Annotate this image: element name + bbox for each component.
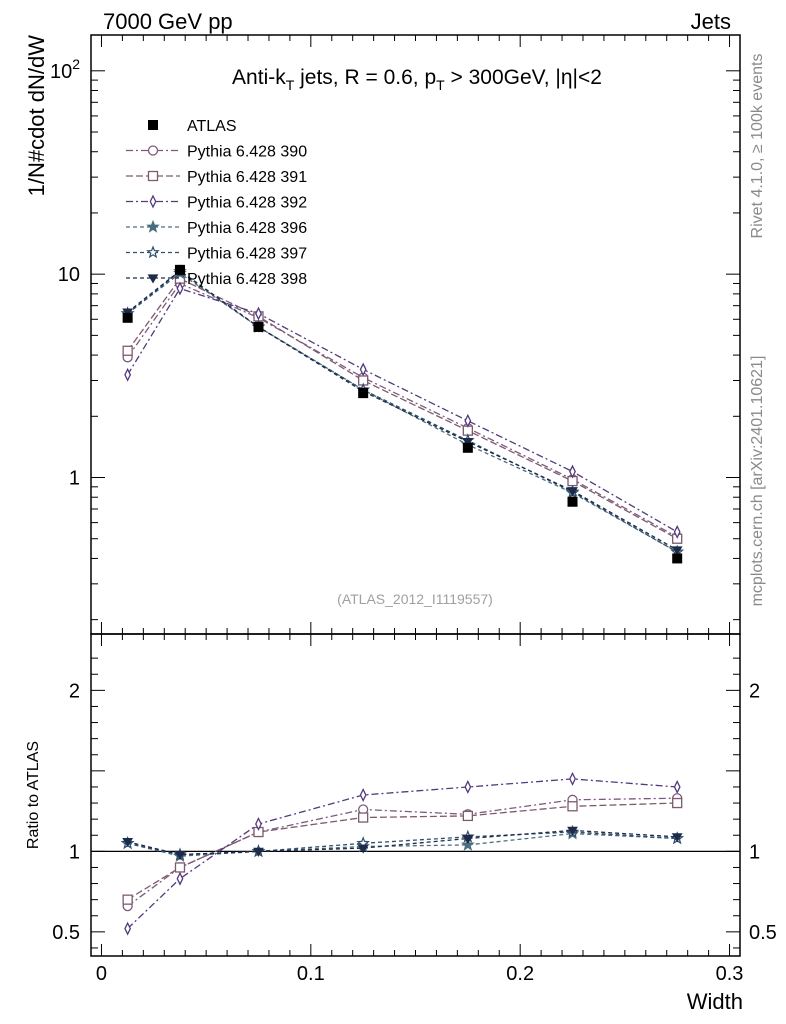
legend-marker-3	[149, 194, 157, 209]
atlas-data-point	[253, 321, 264, 332]
ratio-point-2	[567, 801, 578, 812]
series-line-5	[127, 270, 678, 553]
analysis-watermark: (ATLAS_2012_I1119557)	[337, 591, 493, 607]
ratio-tick-label-right: 0.5	[749, 922, 777, 944]
y-tick-label: 102	[50, 56, 80, 83]
atlas-data-point	[672, 553, 683, 564]
ratio-point-6	[122, 838, 134, 848]
legend-marker-4	[146, 219, 160, 233]
series-point-3	[673, 524, 681, 539]
ratio-tick-label-left: 0.5	[52, 922, 80, 944]
atlas-data-point	[462, 442, 473, 453]
axes-group: 0 0.1 0.2 0.3 102 10 1 2 2 1 1 0.5 0.5	[50, 35, 777, 985]
atlas-data-point	[358, 388, 369, 399]
y-tick-label: 1	[69, 468, 80, 490]
ratio-point-3	[464, 779, 472, 794]
legend-marker-1	[147, 145, 159, 156]
ratio-y-axis-label: Ratio to ATLAS	[25, 741, 42, 849]
ratio-point-3	[124, 921, 132, 936]
ratio-tick-label-right: 2	[749, 680, 760, 702]
legend-marker-2	[147, 170, 159, 182]
ratio-point-6	[671, 833, 683, 843]
ratio-point-3	[255, 817, 262, 831]
legend-label-6: Pythia 6.428 398	[187, 271, 307, 288]
atlas-data-point	[122, 312, 133, 323]
ratio-point-3	[359, 788, 367, 802]
ratio-tick-label-left: 2	[69, 680, 80, 702]
chart-title: Anti-kT jets, R = 0.6, pT > 300GeV, |η|<…	[232, 66, 602, 93]
y-tick-label: 10	[58, 264, 80, 286]
series-point-6	[462, 438, 474, 448]
header-right-label: Jets	[691, 9, 731, 34]
ratio-point-3	[569, 771, 576, 786]
ratio-point-2	[672, 797, 683, 809]
series-point-3	[176, 281, 184, 296]
atlas-data-point	[174, 264, 185, 275]
series-line-4	[127, 272, 678, 553]
series-point-2	[122, 345, 133, 356]
header-left-label: 7000 GeV pp	[103, 9, 233, 34]
series-point-6	[567, 487, 578, 497]
legend-marker-5	[146, 245, 160, 259]
x-axis-label: Width	[687, 989, 743, 1014]
rivet-version-label: Rivet 4.1.0, ≥ 100k events	[749, 54, 766, 239]
legend-marker-atlas	[148, 120, 158, 130]
ratio-point-3	[673, 779, 681, 794]
main-panel-marks	[120, 264, 685, 564]
ratio-point-2	[358, 812, 369, 823]
series-point-3	[464, 413, 472, 428]
legend-label-1: Pythia 6.428 390	[187, 144, 307, 161]
series-point-3	[569, 464, 576, 479]
x-tick-label: 0.3	[716, 963, 744, 985]
ratio-point-6	[462, 834, 474, 844]
ratio-point-3	[176, 871, 184, 886]
ratio-point-4	[460, 837, 475, 851]
legend-label-4: Pythia 6.428 396	[187, 220, 307, 237]
ratio-point-2	[174, 862, 186, 873]
ratio-point-6	[567, 826, 578, 836]
ratio-panel-frame	[90, 633, 741, 957]
ratio-point-6	[174, 850, 186, 861]
series-point-3	[359, 362, 367, 377]
ratio-panel-marks	[91, 771, 740, 936]
ratio-tick-label-left: 1	[69, 841, 80, 863]
ratio-point-2	[122, 894, 133, 905]
ratio-tick-label-right: 1	[749, 841, 760, 863]
legend-label-5: Pythia 6.428 397	[187, 246, 307, 263]
mcplots-label: mcplots.cern.ch [arXiv:2401.10621]	[749, 356, 766, 607]
x-tick-label: 0	[96, 963, 107, 985]
series-point-3	[255, 306, 262, 321]
ratio-point-6	[357, 844, 369, 854]
series-point-3	[124, 367, 132, 382]
series-line-6	[127, 269, 678, 551]
ratio-point-6	[253, 847, 264, 857]
legend-label-2: Pythia 6.428 391	[187, 169, 307, 186]
ratio-point-2	[462, 810, 473, 822]
series-line-2	[127, 277, 678, 540]
ratio-line-1	[127, 797, 678, 907]
legend-label-3: Pythia 6.428 392	[187, 195, 307, 212]
x-tick-label: 0.1	[297, 963, 325, 985]
y-axis-label: 1/N#cdot dN/dW	[24, 35, 49, 197]
legend-marker-6	[147, 274, 159, 284]
series-point-6	[671, 546, 683, 556]
legend: ATLAS Pythia 6.428 390 Pythia 6.428 391 Pyt…	[126, 118, 307, 288]
x-tick-label: 0.2	[506, 963, 534, 985]
legend-label-atlas: ATLAS	[187, 118, 237, 135]
atlas-data-point	[567, 496, 578, 507]
